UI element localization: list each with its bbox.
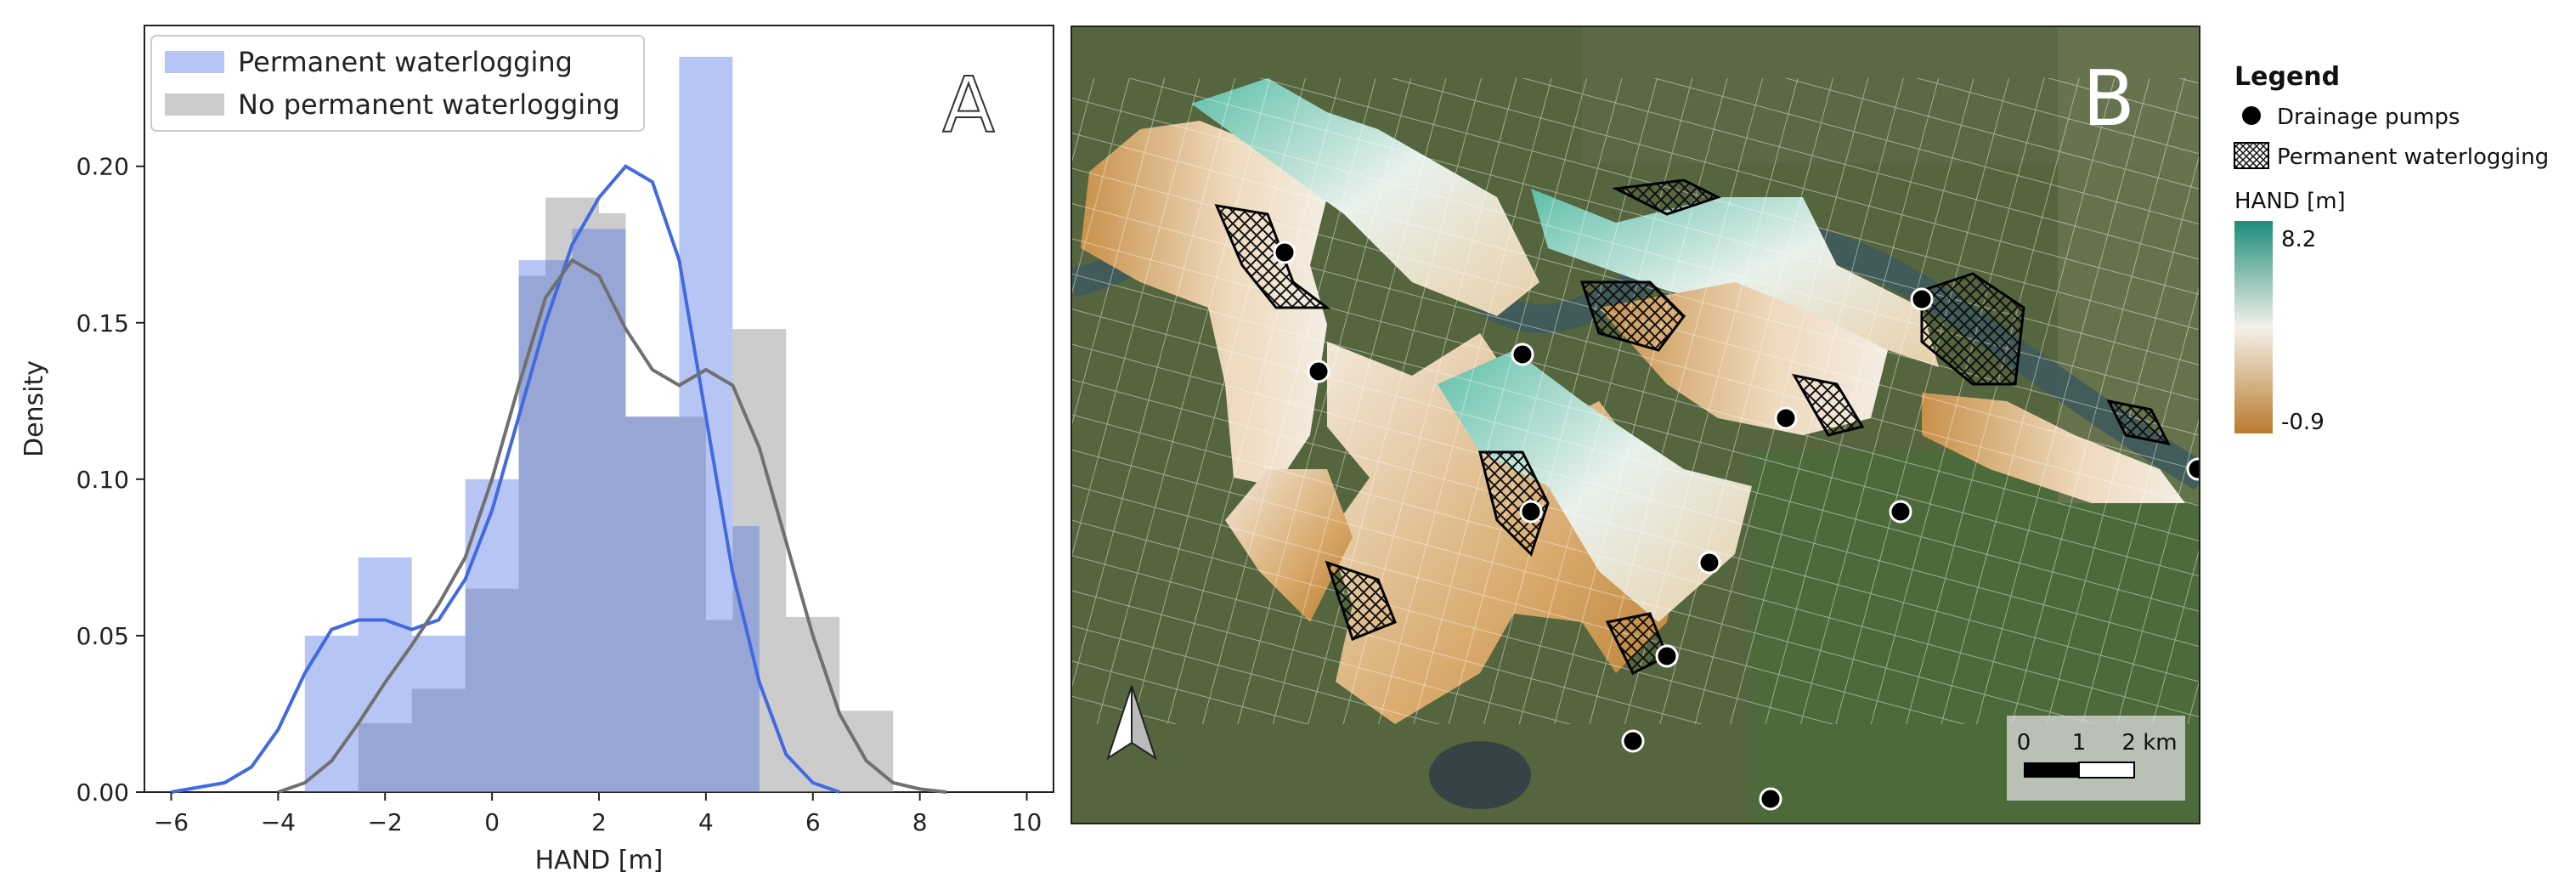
pump-point — [1519, 500, 1543, 524]
pump-point — [1759, 787, 1782, 811]
legend-pumps-label: Drainage pumps — [2277, 105, 2460, 130]
x-tick-label: −6 — [154, 808, 189, 836]
drainage-pumps — [1273, 241, 2199, 811]
no-waterlogging-bar — [625, 416, 706, 792]
legend-waterlogging-symbol — [2234, 142, 2269, 169]
pump-point — [1273, 241, 1296, 264]
pump-point — [2186, 457, 2199, 481]
x-tick-label: 2 — [591, 808, 607, 836]
no-waterlogging-bar — [518, 275, 546, 792]
waterlogging-bar — [625, 416, 680, 792]
map-canvas: B 0 1 2 km — [1072, 27, 2199, 823]
panel-letter-b: B — [2082, 54, 2135, 144]
pump-point — [1621, 729, 1645, 753]
hand-max-label: 8.2 — [2281, 227, 2316, 252]
pump-point — [1655, 644, 1679, 668]
panel-letter-a: A — [942, 61, 995, 150]
scale-tick-0: 0 — [2017, 730, 2031, 756]
x-tick-label: 4 — [698, 808, 714, 836]
legend-swatch-no-waterlogging — [165, 93, 224, 116]
waterlog-poly-7 — [1792, 373, 1865, 437]
legend-title: Legend — [2234, 62, 2340, 92]
x-tick-label: 10 — [1012, 808, 1042, 836]
waterlog-poly-3 — [1920, 272, 2025, 386]
waterlogging-polygons — [1214, 178, 2171, 676]
scale-bar-background — [2007, 716, 2185, 801]
y-tick-label: 0.10 — [76, 466, 129, 494]
y-axis-label: Density — [20, 360, 49, 457]
x-tick-label: 6 — [805, 808, 821, 836]
scale-bar-white-segment — [2078, 762, 2135, 779]
x-tick-label: 8 — [912, 808, 928, 836]
legend-waterlogging-label: Permanent waterlogging — [2277, 144, 2549, 170]
waterlog-poly-6 — [2106, 399, 2171, 446]
pump-point — [1889, 500, 1912, 524]
legend-label-waterlogging: Permanent waterlogging — [238, 46, 573, 78]
legend-label-no-waterlogging: No permanent waterlogging — [238, 88, 620, 121]
chart-legend: Permanent waterlogging No permanent wate… — [150, 35, 645, 132]
legend-swatch-waterlogging — [165, 51, 224, 73]
waterlog-poly-8 — [1325, 560, 1397, 641]
waterlogging-bar — [465, 478, 519, 792]
waterlogging-bar — [572, 229, 626, 792]
pump-point — [1511, 343, 1534, 366]
legend-frame — [150, 35, 645, 132]
hand-fields — [1072, 78, 2199, 724]
x-tick-label: 0 — [484, 808, 500, 836]
waterlog-poly-5 — [1611, 178, 1721, 216]
kde-line-waterlogging — [171, 164, 840, 794]
no-waterlogging-bar — [358, 723, 412, 792]
no-waterlogging-bar — [786, 616, 840, 792]
y-tick-label: 0.15 — [76, 309, 129, 337]
waterlog-poly-2 — [1579, 280, 1686, 352]
legend-hand-title: HAND [m] — [2234, 189, 2346, 214]
pump-point — [1307, 360, 1330, 383]
y-tick-label: 0.20 — [76, 153, 129, 181]
histogram-panel: −6 −4 −2 0 2 4 6 8 10 0.00 0.05 0.10 0.15 0.20 HAND … — [20, 25, 1054, 875]
x-tick-label: −2 — [368, 808, 403, 836]
north-arrow-icon — [1106, 685, 1157, 761]
y-axis-ticks: 0.00 0.05 0.10 0.15 0.20 — [76, 153, 144, 807]
y-tick-label: 0.05 — [76, 622, 129, 650]
waterlogging-bar — [411, 635, 466, 792]
hand-colorbar — [2234, 221, 2273, 433]
x-tick-label: −4 — [261, 808, 296, 836]
waterlog-poly-4 — [1478, 450, 1550, 557]
no-waterlogging-bar — [839, 711, 894, 792]
hand-min-label: -0.9 — [2281, 410, 2325, 435]
map-legend: Legend Drainage pumps Permanent waterlog… — [2234, 62, 2549, 435]
y-tick-label: 0.00 — [76, 779, 129, 807]
series-waterlogging-bars — [304, 56, 760, 792]
no-waterlogging-bar — [705, 620, 733, 792]
pump-point — [1698, 551, 1721, 575]
pump-point — [1774, 406, 1798, 430]
x-axis-label: HAND [m] — [535, 846, 664, 875]
kde-line-no-waterlogging — [277, 258, 947, 794]
scale-bar: 0 1 2 km — [2007, 716, 2185, 801]
lake — [1429, 741, 1531, 809]
no-waterlogging-bar — [599, 212, 626, 793]
scale-tick-2: 2 km — [2121, 730, 2177, 756]
x-axis-ticks: −6 −4 −2 0 2 4 6 8 10 — [154, 792, 1042, 836]
waterlog-poly-1 — [1214, 204, 1331, 309]
no-waterlogging-bar — [411, 688, 466, 792]
legend-pump-symbol — [2242, 106, 2261, 125]
waterlogging-bar — [518, 260, 573, 792]
waterlogging-bar — [358, 557, 412, 792]
pump-point — [1910, 287, 1934, 311]
scale-bar-black-segment — [2024, 762, 2079, 778]
scale-tick-1: 1 — [2072, 730, 2087, 756]
no-waterlogging-bar — [465, 588, 519, 792]
map-panel: B 0 1 2 km — [1071, 25, 2200, 824]
